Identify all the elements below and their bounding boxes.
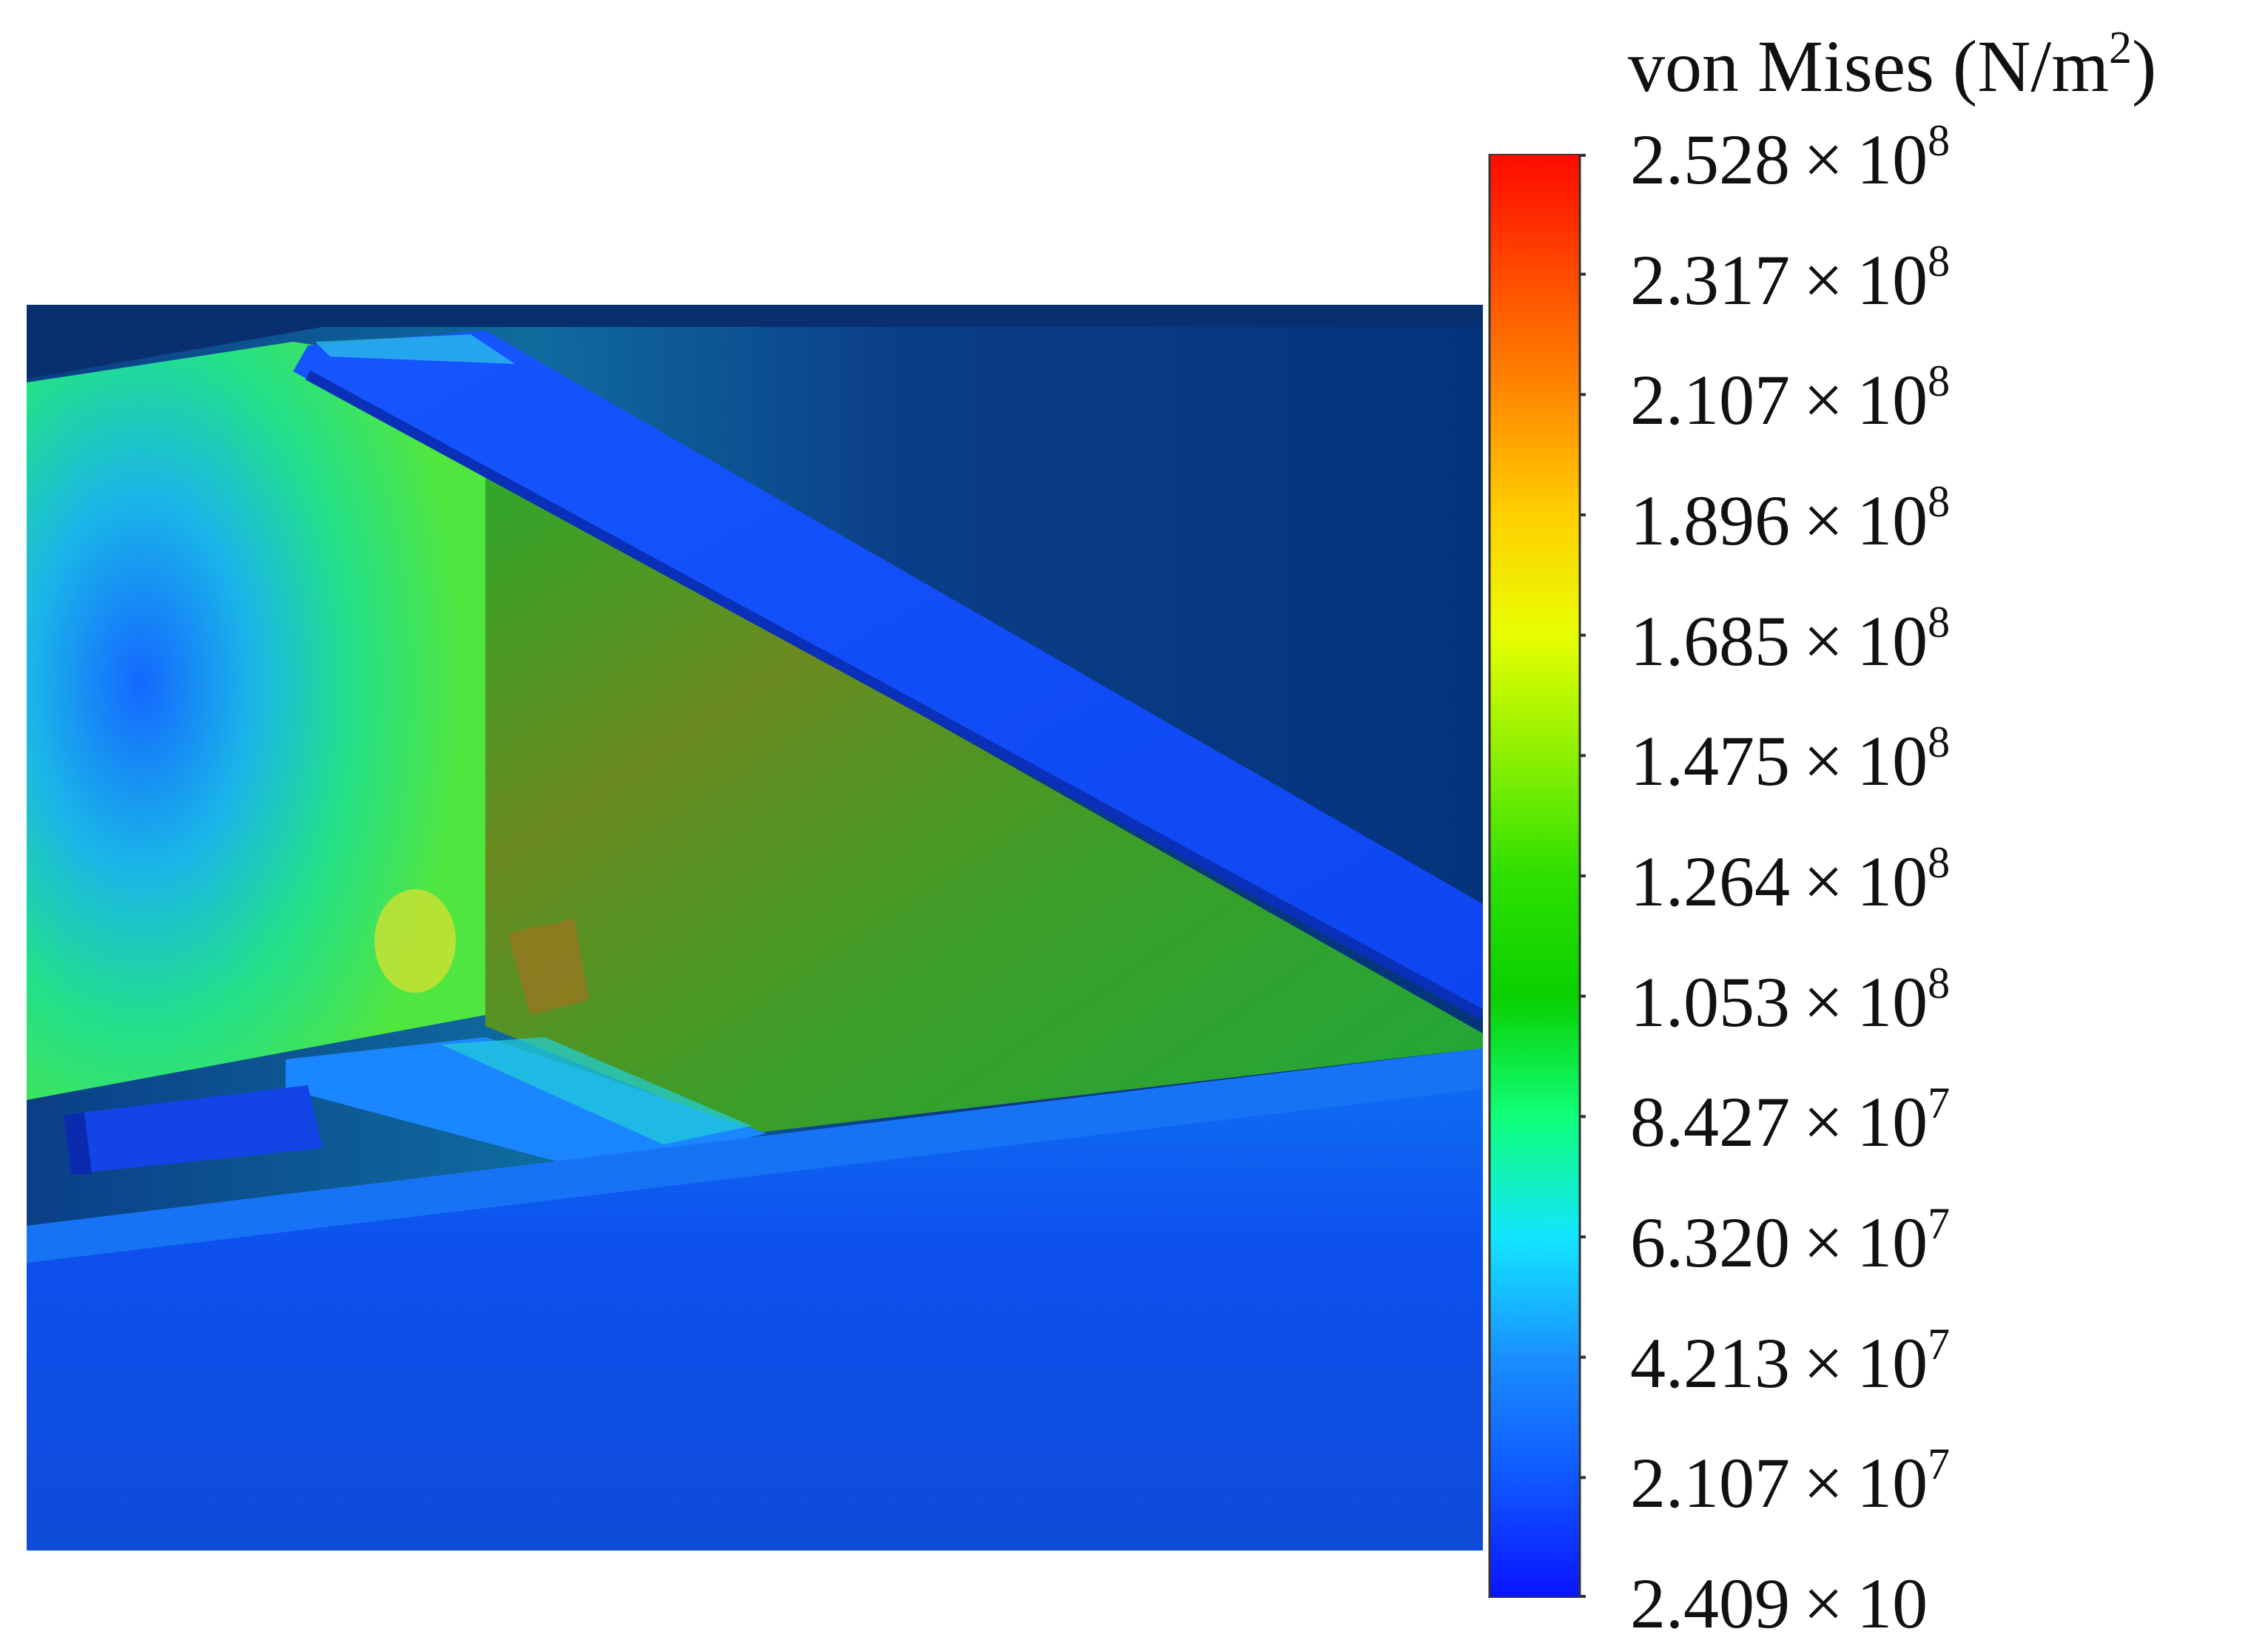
tick-base: 10	[1857, 601, 1928, 681]
tick-exponent: 8	[1928, 597, 1951, 647]
colorbar-tick-label: 1.053 × 108	[1630, 961, 1950, 1038]
tick-times: ×	[1803, 601, 1844, 681]
colorbar-tick-label: 1.264 × 108	[1630, 840, 1950, 917]
tick-times: ×	[1803, 1443, 1844, 1523]
bottom-left-bar-end	[64, 1113, 92, 1174]
colorbar-tick-label: 2.317 × 108	[1630, 239, 1950, 316]
tick-times: ×	[1803, 1082, 1844, 1162]
colorbar-tick-label: 8.427 × 107	[1630, 1081, 1950, 1158]
tick-times: ×	[1803, 1564, 1844, 1643]
tick-exponent: 8	[1928, 357, 1951, 406]
tick-base: 10	[1857, 120, 1928, 199]
tick-mantissa: 1.685	[1630, 601, 1790, 681]
tick-exponent: 8	[1928, 116, 1951, 165]
colorbar-tick-label: 2.107 × 107	[1630, 1442, 1950, 1519]
tick-base: 10	[1857, 1323, 1928, 1403]
tick-mantissa: 1.896	[1630, 481, 1790, 560]
colorbar-fill	[1488, 154, 1581, 1598]
tick-times: ×	[1803, 721, 1844, 801]
colorbar-tick-label: 2.528 × 108	[1630, 118, 1950, 195]
tick-times: ×	[1803, 120, 1844, 199]
main-beam-top-face	[27, 1048, 1483, 1263]
top-flange	[27, 305, 1483, 379]
tick-times: ×	[1803, 1323, 1844, 1403]
tick-exponent: 8	[1928, 477, 1951, 526]
colorbar-tick-label: 1.685 × 108	[1630, 600, 1950, 677]
tick-base: 10	[1857, 962, 1928, 1042]
tick-mantissa: 2.107	[1630, 1443, 1790, 1523]
tick-base: 10	[1857, 721, 1928, 801]
tick-times: ×	[1803, 481, 1844, 560]
tick-mantissa: 8.427	[1630, 1082, 1790, 1162]
tick-times: ×	[1803, 842, 1844, 921]
tick-exponent: 7	[1928, 1319, 1951, 1369]
tick-mantissa: 2.317	[1630, 240, 1790, 320]
tick-base: 10	[1857, 1203, 1928, 1282]
tick-mantissa: 1.264	[1630, 842, 1790, 921]
tick-base: 10	[1857, 1443, 1928, 1523]
legend-title-prefix: von Mises (N/m	[1628, 25, 2109, 107]
tick-base: 10	[1857, 1082, 1928, 1162]
tick-times: ×	[1803, 240, 1844, 320]
colorbar-tick-label: 2.409 × 10	[1630, 1562, 1928, 1639]
tick-mantissa: 1.053	[1630, 962, 1790, 1042]
colorbar-tick-label: 1.475 × 108	[1630, 720, 1950, 797]
colorbar	[1488, 154, 1586, 1598]
tick-mantissa: 6.320	[1630, 1203, 1790, 1282]
tick-base: 10	[1857, 481, 1928, 560]
tick-times: ×	[1803, 360, 1844, 440]
tick-times: ×	[1803, 1203, 1844, 1282]
tick-mantissa: 2.409	[1630, 1564, 1790, 1643]
tick-exponent: 7	[1928, 1079, 1951, 1128]
tick-base: 10	[1857, 842, 1928, 921]
main-beam	[27, 1048, 1483, 1551]
colorbar-tick-label: 4.213 × 107	[1630, 1322, 1950, 1399]
tick-mantissa: 1.475	[1630, 721, 1790, 801]
stress-hotspot-left	[374, 889, 456, 993]
tick-exponent: 8	[1928, 718, 1951, 767]
tick-exponent: 7	[1928, 1440, 1951, 1489]
tick-base: 10	[1857, 360, 1928, 440]
web-plate	[485, 468, 1483, 1133]
lower-bracket-highlight	[441, 1037, 752, 1144]
left-plate	[27, 342, 485, 1100]
tick-base: 10	[1857, 240, 1928, 320]
colorbar-tick-label: 6.320 × 107	[1630, 1201, 1950, 1278]
tick-mantissa: 4.213	[1630, 1323, 1790, 1403]
brace-highlight	[315, 334, 515, 364]
tick-mantissa: 2.528	[1630, 120, 1790, 199]
stress-hotspot-web	[508, 919, 589, 1015]
tick-base: 10	[1857, 1564, 1928, 1643]
stress-contour-plot	[27, 305, 1483, 1551]
tick-exponent: 8	[1928, 236, 1951, 286]
tick-mantissa: 2.107	[1630, 360, 1790, 440]
tick-times: ×	[1803, 962, 1844, 1042]
diagonal-brace	[293, 331, 1483, 1015]
legend-title-suffix: )	[2132, 25, 2157, 107]
tick-exponent: 8	[1928, 958, 1951, 1008]
tick-exponent: 8	[1928, 838, 1951, 887]
diagonal-brace-edge	[305, 370, 1483, 1020]
bottom-left-bar	[64, 1085, 323, 1174]
legend-title: von Mises (N/m2)	[1628, 22, 2156, 109]
lower-bracket	[286, 1037, 767, 1174]
tick-exponent: 7	[1928, 1199, 1951, 1248]
legend-title-exponent: 2	[2109, 23, 2132, 73]
colorbar-tick-label: 1.896 × 108	[1630, 479, 1950, 556]
colorbar-ticks	[1580, 154, 1586, 1598]
colorbar-tick-label: 2.107 × 108	[1630, 359, 1950, 436]
